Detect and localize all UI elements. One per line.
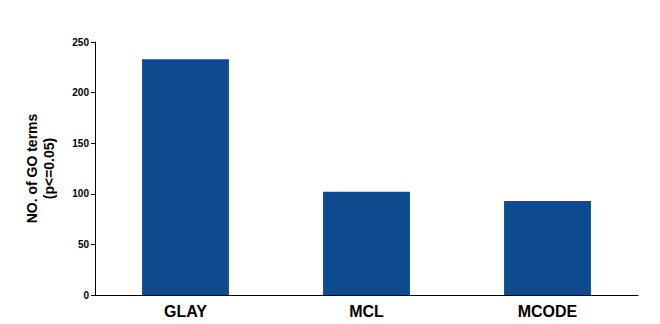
svg-text:100: 100 [72,188,89,199]
svg-text:250: 250 [72,37,89,48]
svg-text:GLAY: GLAY [164,303,207,320]
svg-text:200: 200 [72,87,89,98]
svg-text:MCL: MCL [349,303,384,320]
svg-text:150: 150 [72,138,89,149]
svg-text:0: 0 [83,290,89,301]
svg-text:NO. of GO terms: NO. of GO terms [24,113,40,223]
svg-text:MCODE: MCODE [518,303,578,320]
svg-text:50: 50 [78,239,90,250]
svg-text:(p<=0.05): (p<=0.05) [41,138,57,199]
